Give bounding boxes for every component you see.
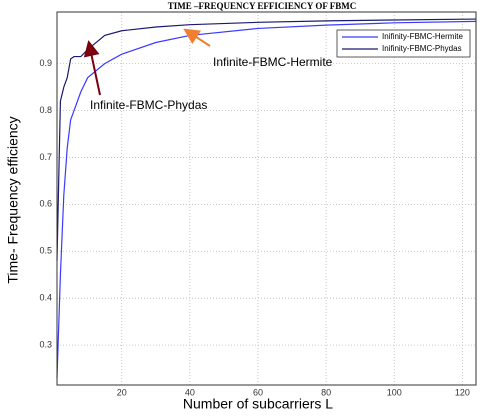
annotation: Infinite-FBMC-Hermite xyxy=(213,55,333,69)
x-tick-label: 120 xyxy=(455,387,470,397)
y-axis-label: Time- Frequency efficiency xyxy=(5,116,21,283)
x-tick-label: 20 xyxy=(117,387,127,397)
legend-label: Inifinity-FBMC-Hermite xyxy=(382,32,463,41)
y-tick-label: 0.6 xyxy=(39,199,52,209)
grid xyxy=(57,12,476,385)
plot-area xyxy=(57,12,476,385)
legend-box xyxy=(336,29,471,58)
arrow xyxy=(83,40,101,96)
y-tick-label: 0.5 xyxy=(39,246,52,256)
arrow xyxy=(183,28,211,47)
x-axis-label: Number of subcarriers L xyxy=(183,396,333,412)
x-tick-label: 80 xyxy=(321,387,331,397)
x-tick-label: 100 xyxy=(387,387,402,397)
line-series xyxy=(56,20,477,378)
y-tick-label: 0.8 xyxy=(39,105,52,115)
chart-title: TIME –FREQUENCY EFFICIENCY OF FBMC xyxy=(168,1,357,11)
x-tick-label: 60 xyxy=(253,387,263,397)
y-tick-label: 0.3 xyxy=(39,339,52,349)
annotation: Infinite-FBMC-Phydas xyxy=(90,98,207,112)
y-tick-label: 0.7 xyxy=(39,152,52,162)
plot-frame xyxy=(56,11,477,386)
legend-label: Inifinity-FBMC-Phydas xyxy=(382,44,462,53)
y-tick-label: 0.9 xyxy=(39,58,52,68)
x-tick-label: 40 xyxy=(185,387,195,397)
y-tick-label: 0.4 xyxy=(39,293,52,303)
legend: Inifinity-FBMC-Hermite Inifinity-FBMC-Phy… xyxy=(336,29,471,58)
